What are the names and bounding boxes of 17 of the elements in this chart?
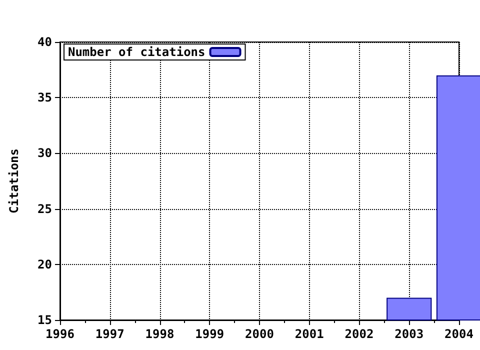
y-axis-title: Citations <box>7 148 21 214</box>
x-tick-label: 2003 <box>394 327 424 341</box>
x-tick-label: 2000 <box>245 327 274 341</box>
x-tick-label: 1998 <box>145 327 174 341</box>
x-tick-label: 1999 <box>195 327 224 341</box>
y-tick-label: 30 <box>38 146 52 160</box>
y-tick-label: 40 <box>38 35 52 49</box>
x-tick-label: 2004 <box>444 327 474 341</box>
y-tick-label: 35 <box>38 90 52 105</box>
legend-label: Number of citations <box>68 45 206 59</box>
y-tick-label: 15 <box>38 313 52 327</box>
x-tick-label: 1997 <box>95 327 124 341</box>
x-tick-label: 2002 <box>344 327 374 341</box>
y-tick-label: 20 <box>38 257 52 272</box>
x-tick-label: 1996 <box>46 327 74 341</box>
x-tick-label: 2001 <box>294 327 324 341</box>
y-tick-label: 25 <box>38 202 52 216</box>
